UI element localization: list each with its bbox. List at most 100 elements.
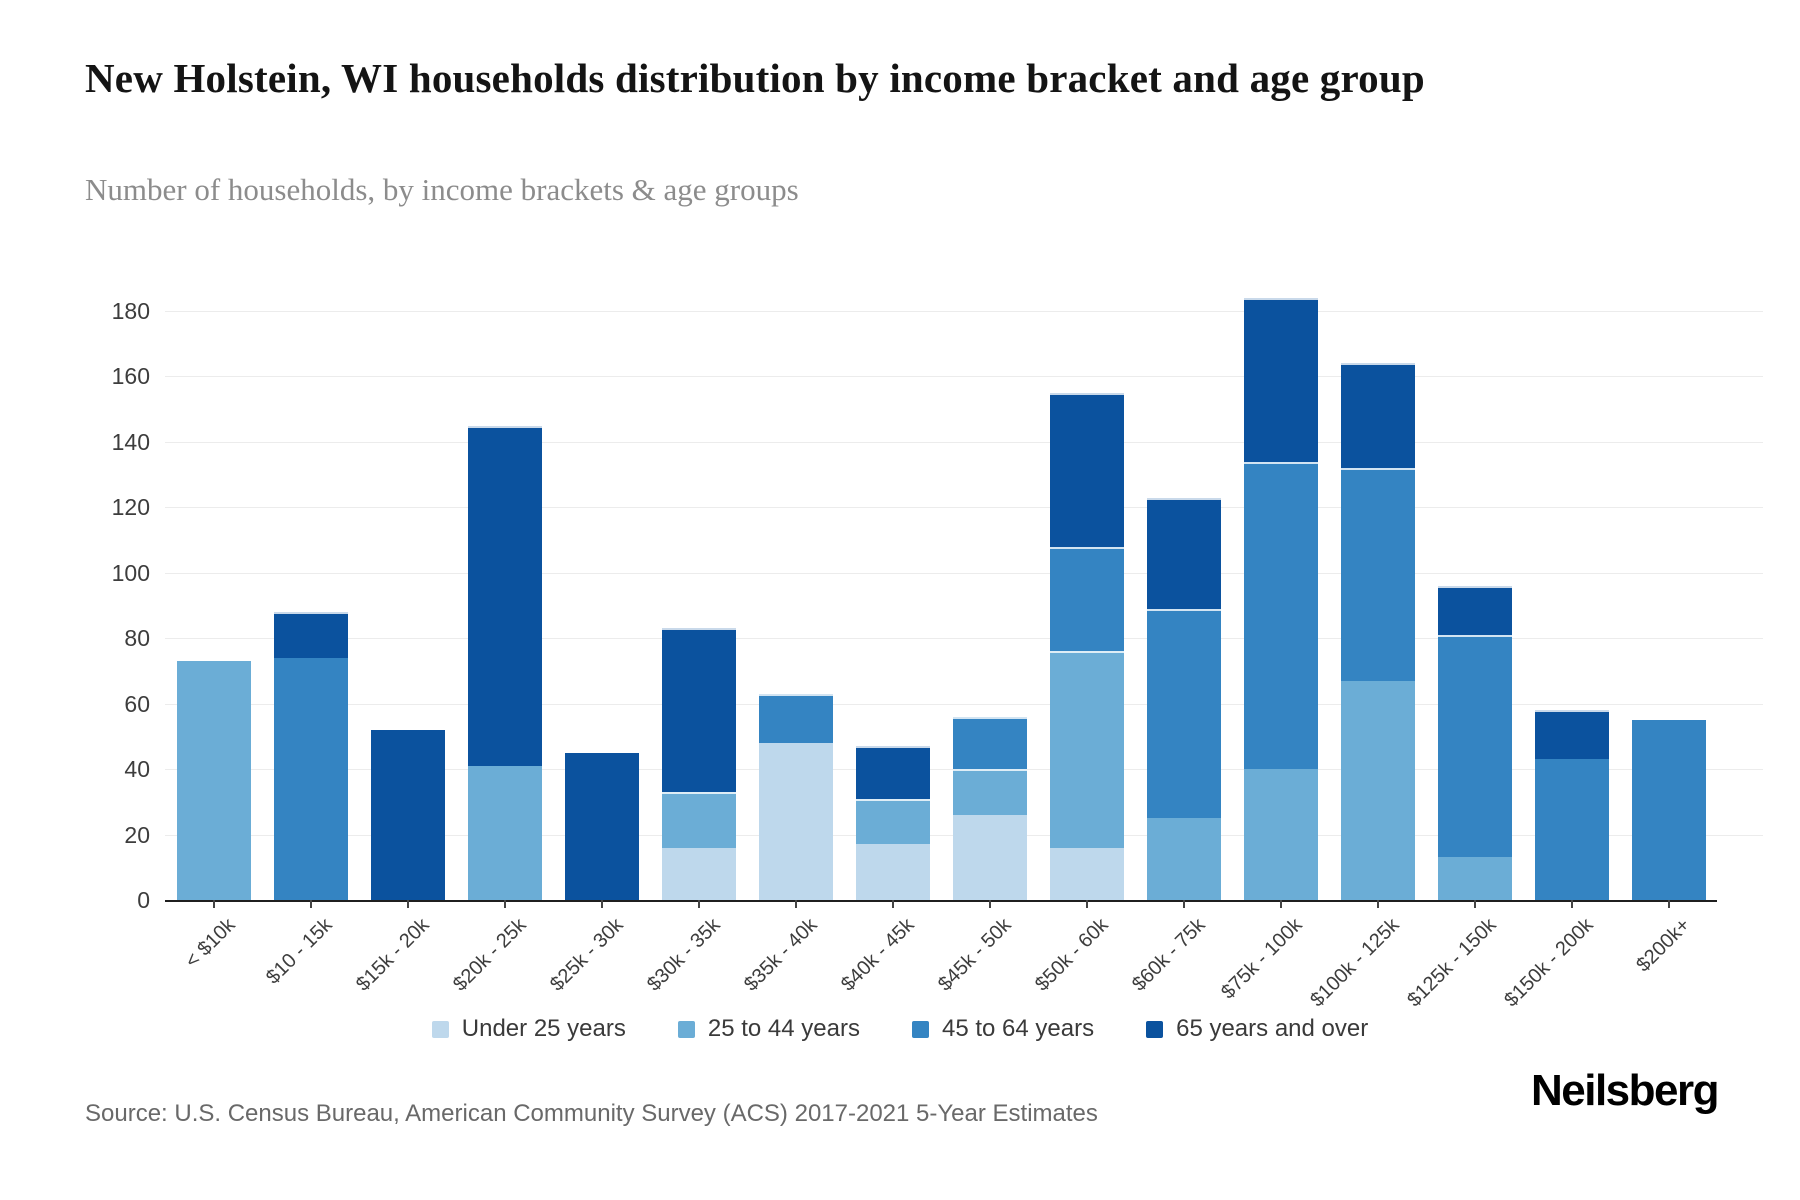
bar-group[interactable] [467,425,542,900]
gridline [165,638,1763,640]
bar-segment-25-to-44-years[interactable] [1049,651,1124,848]
bar-group[interactable] [661,628,736,900]
x-tick-label: $30k - 35k [642,914,725,996]
x-axis-tick [1376,900,1379,908]
bar-segment-25-to-44-years[interactable] [1437,857,1512,900]
bar-segment-65-years-and-over[interactable] [1340,363,1415,469]
gridline [165,507,1763,509]
bar-segment-25-to-44-years[interactable] [661,792,736,848]
bar-segment-65-years-and-over[interactable] [1049,392,1124,547]
x-axis-tick [988,900,991,908]
bar-group[interactable] [1437,585,1512,900]
bar-group[interactable] [564,752,639,900]
bar-segment-25-to-44-years[interactable] [1146,818,1221,900]
bar-segment-65-years-and-over[interactable] [467,425,542,766]
bar-group[interactable] [273,612,348,900]
bar-segment-25-to-44-years[interactable] [1340,680,1415,900]
bar-segment-65-years-and-over[interactable] [855,746,930,799]
x-axis-tick [1667,900,1670,908]
bar-group[interactable] [1534,710,1609,900]
bar-segment-65-years-and-over[interactable] [564,752,639,900]
bar-group[interactable] [370,729,445,900]
bar-group[interactable] [758,693,833,900]
bar-segment-65-years-and-over[interactable] [1146,497,1221,609]
bar-segment-45-to-64-years[interactable] [1631,720,1706,900]
x-tick-label: $10 - 15k [261,914,337,989]
x-axis-tick [503,900,506,908]
y-tick-label: 80 [124,625,150,652]
bar-segment-25-to-44-years[interactable] [176,661,251,900]
bar-segment-45-to-64-years[interactable] [1534,759,1609,900]
x-tick-label: < $10k [180,914,240,973]
bar-segment-65-years-and-over[interactable] [273,612,348,658]
y-tick-label: 100 [111,559,150,586]
x-axis-tick [1473,900,1476,908]
bar-group[interactable] [952,716,1027,900]
gridline [165,703,1763,705]
bar-segment-45-to-64-years[interactable] [1146,608,1221,819]
x-axis-tick [1279,900,1282,908]
bar-segment-under-25-years[interactable] [1049,847,1124,900]
bar-segment-65-years-and-over[interactable] [1437,585,1512,635]
x-axis-tick [406,900,409,908]
x-tick-label: $200k+ [1631,914,1695,977]
bar-group[interactable] [1631,720,1706,900]
legend-item-under-25-years[interactable]: Under 25 years [431,1015,626,1043]
bar-segment-45-to-64-years[interactable] [952,716,1027,770]
y-tick-label: 40 [124,756,150,783]
legend-item-65-years-and-over[interactable]: 65 years and over [1146,1015,1368,1043]
x-axis-tick [1570,900,1573,908]
bar-segment-45-to-64-years[interactable] [1049,546,1124,652]
legend-item-25-to-44-years[interactable]: 25 to 44 years [677,1015,860,1043]
bar-group[interactable] [1340,363,1415,900]
bar-group[interactable] [1243,297,1318,900]
bar-segment-under-25-years[interactable] [855,844,930,900]
source-text: Source: U.S. Census Bureau, American Com… [85,1100,1098,1127]
gridline [165,311,1763,312]
bar-segment-45-to-64-years[interactable] [273,657,348,900]
y-tick-label: 180 [111,298,150,324]
bar-segment-25-to-44-years[interactable] [1243,769,1318,900]
bar-segment-45-to-64-years[interactable] [758,693,833,743]
bar-group[interactable] [855,746,930,900]
x-axis-tick [1182,900,1185,908]
x-axis-tick [891,900,894,908]
legend-label: 65 years and over [1176,1015,1369,1042]
bar-group[interactable] [176,661,251,900]
x-axis-tick [212,900,215,908]
bar-segment-under-25-years[interactable] [661,847,736,900]
x-axis-tick [309,900,312,908]
bar-segment-25-to-44-years[interactable] [467,765,542,900]
bar-segment-65-years-and-over[interactable] [661,628,736,793]
gridline [165,441,1763,443]
chart-subtitle: Number of households, by income brackets… [85,172,799,207]
bar-segment-25-to-44-years[interactable] [855,798,930,845]
legend-item-45-to-64-years[interactable]: 45 to 64 years [911,1015,1095,1043]
bar-segment-45-to-64-years[interactable] [1340,468,1415,681]
x-tick-label: $150k - 200k [1499,914,1598,1012]
bar-segment-45-to-64-years[interactable] [1437,634,1512,858]
y-axis: 0 20 40 60 80 100 120 140 160 180 [40,298,150,913]
x-tick-label: $20k - 25k [448,914,531,996]
bar-segment-under-25-years[interactable] [758,742,833,900]
bar-segment-65-years-and-over[interactable] [1534,710,1609,760]
gridline [165,376,1763,378]
legend: Under 25 years 25 to 44 years 45 to 64 yea… [0,1015,1800,1043]
bar-segment-under-25-years[interactable] [952,814,1027,900]
legend-label: Under 25 years [461,1015,626,1042]
y-tick-label: 160 [111,363,150,390]
bar-segment-45-to-64-years[interactable] [1243,461,1318,770]
x-axis-tick [1085,900,1088,908]
bar-segment-65-years-and-over[interactable] [1243,297,1318,462]
x-tick-label: $45k - 50k [933,914,1016,996]
bar-segment-65-years-and-over[interactable] [370,729,445,900]
y-tick-label: 60 [124,690,150,717]
bar-segment-25-to-44-years[interactable] [952,769,1027,815]
legend-swatch-icon [911,1020,929,1038]
bar-group[interactable] [1049,392,1124,900]
legend-label: 45 to 64 years [941,1015,1095,1042]
bar-group[interactable] [1146,497,1221,900]
chart-title: New Holstein, WI households distribution… [85,55,1425,101]
x-tick-label: $60k - 75k [1127,914,1210,996]
